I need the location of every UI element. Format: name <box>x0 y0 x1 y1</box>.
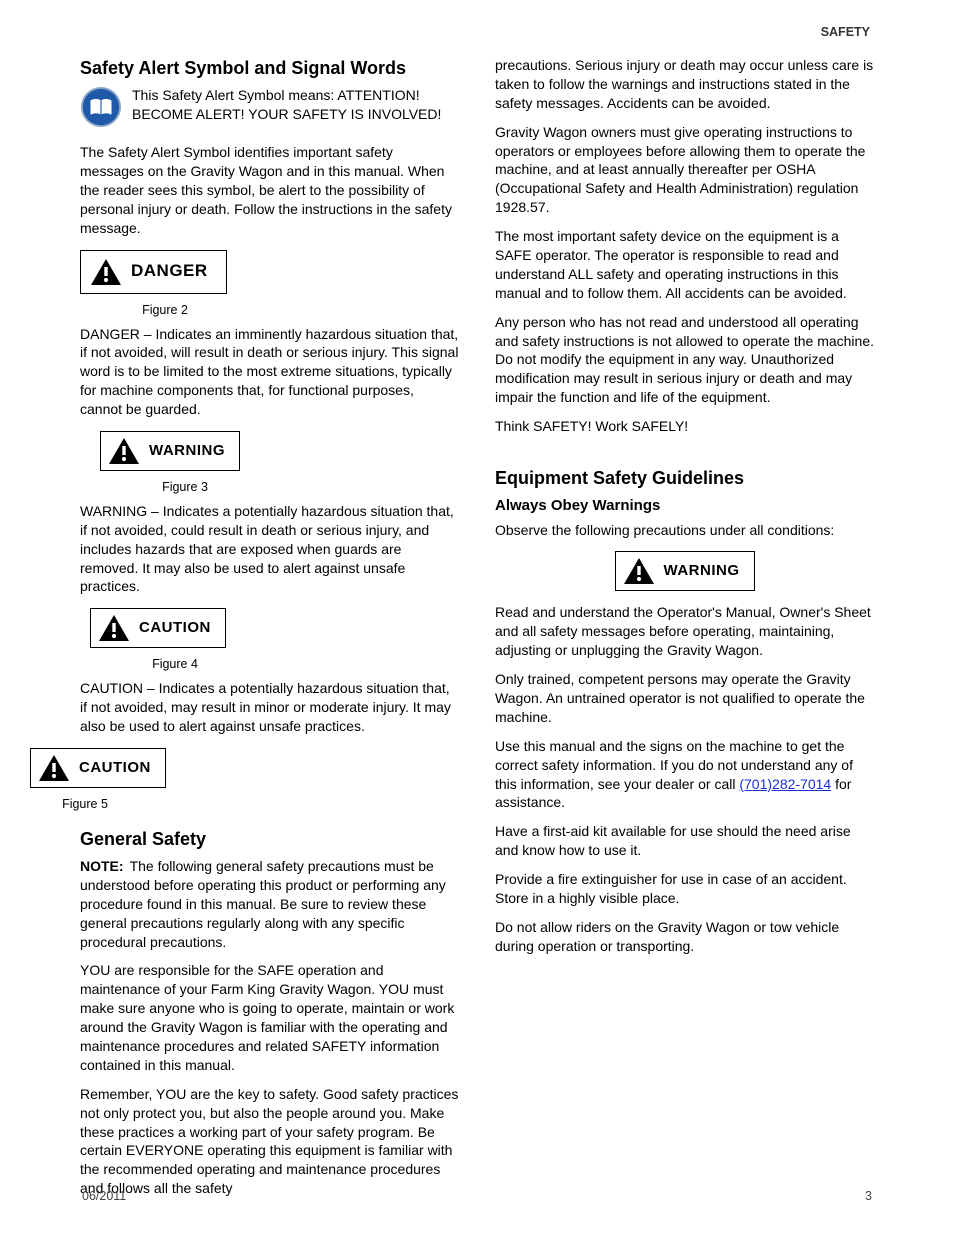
safety-alert-para1: The Safety Alert Symbol identifies impor… <box>80 143 459 237</box>
equip-safety-sub: Always Obey Warnings <box>495 496 874 516</box>
note-head: NOTE: <box>80 858 124 874</box>
figure-4-caption: Figure 4 <box>80 656 270 673</box>
caution-label-left: CAUTION <box>139 618 211 638</box>
general-safety-intro: The following general safety precautions… <box>80 858 446 950</box>
warning-signal-box-right: WARNING <box>615 551 755 591</box>
alert-triangle-icon <box>622 556 656 586</box>
equip-w1: Read and understand the Operator's Manua… <box>495 603 874 660</box>
right-p1: precautions. Serious injury or death may… <box>495 56 874 113</box>
alert-triangle-icon <box>37 753 71 783</box>
equip-w2: Only trained, competent persons may oper… <box>495 670 874 727</box>
general-safety-note: NOTE:The following general safety precau… <box>80 857 459 951</box>
warning-description: WARNING – Indicates a potentially hazard… <box>80 502 459 596</box>
header-section-label: SAFETY <box>821 24 870 41</box>
alert-triangle-icon <box>107 436 141 466</box>
figure-5-caption: Figure 5 <box>30 796 140 813</box>
caution-signal-box-left: CAUTION <box>90 608 226 648</box>
danger-label: DANGER <box>131 260 208 283</box>
right-p2: Gravity Wagon owners must give operating… <box>495 123 874 217</box>
support-phone-link[interactable]: (701)282-7014 <box>739 776 831 792</box>
manual-icon-text: This Safety Alert Symbol means: ATTENTIO… <box>132 86 459 124</box>
alert-triangle-icon <box>89 257 123 287</box>
caution-signal-box-left2: CAUTION <box>30 748 166 788</box>
read-manual-icon <box>80 86 122 133</box>
alert-triangle-icon <box>97 613 131 643</box>
footer-page-number: 3 <box>865 1188 872 1205</box>
equip-w3: Use this manual and the signs on the mac… <box>495 737 874 813</box>
manual-icon-row: This Safety Alert Symbol means: ATTENTIO… <box>80 86 459 133</box>
left-column: Safety Alert Symbol and Signal Words Thi… <box>80 56 459 1198</box>
equip-w5: Provide a fire extinguisher for use in c… <box>495 870 874 908</box>
safety-alert-title: Safety Alert Symbol and Signal Words <box>80 56 459 80</box>
caution-description-left: CAUTION – Indicates a potentially hazard… <box>80 679 459 736</box>
right-p5: Think SAFETY! Work SAFELY! <box>495 417 874 436</box>
equip-w6: Do not allow riders on the Gravity Wagon… <box>495 918 874 956</box>
two-column-layout: Safety Alert Symbol and Signal Words Thi… <box>80 56 874 1198</box>
equip-w4: Have a first-aid kit available for use s… <box>495 822 874 860</box>
equip-safety-title: Equipment Safety Guidelines <box>495 466 874 490</box>
danger-description: DANGER – Indicates an imminently hazardo… <box>80 325 459 419</box>
right-p3: The most important safety device on the … <box>495 227 874 303</box>
footer-date: 06/2011 <box>82 1188 126 1205</box>
general-safety-p2: Remember, YOU are the key to safety. Goo… <box>80 1085 459 1198</box>
equip-safety-intro: Observe the following precautions under … <box>495 521 874 540</box>
caution-label-left2: CAUTION <box>79 758 151 778</box>
figure-3-caption: Figure 3 <box>80 479 290 496</box>
page-footer: 06/2011 3 <box>80 1188 874 1205</box>
warning-label: WARNING <box>149 441 225 461</box>
figure-2-caption: Figure 2 <box>80 302 250 319</box>
general-safety-title: General Safety <box>80 827 459 851</box>
danger-signal-box: DANGER <box>80 250 227 294</box>
warning-label-right: WARNING <box>664 561 740 581</box>
general-safety-p1: YOU are responsible for the SAFE operati… <box>80 961 459 1074</box>
warning-signal-box: WARNING <box>100 431 240 471</box>
right-column: precautions. Serious injury or death may… <box>495 56 874 1198</box>
right-p4: Any person who has not read and understo… <box>495 313 874 407</box>
